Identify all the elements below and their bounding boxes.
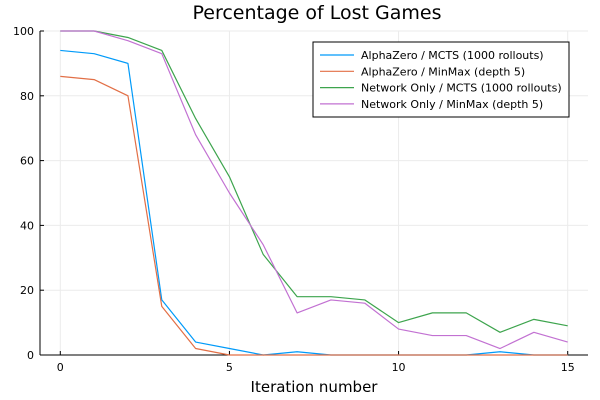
y-tick-label: 40 <box>20 219 34 232</box>
series-line-3 <box>60 30 568 333</box>
tick-labels: 0 5 10 15 0 20 40 60 80 100 <box>13 25 575 374</box>
x-tick-label: 5 <box>226 361 233 374</box>
legend-entry-4: Network Only / MinMax (depth 5) <box>361 98 543 111</box>
y-tick-label: 80 <box>20 90 34 103</box>
legend-entry-2: AlphaZero / MinMax (depth 5) <box>361 65 525 78</box>
legend-entry-3: Network Only / MCTS (1000 rollouts) <box>361 82 562 95</box>
legend: AlphaZero / MCTS (1000 rollouts) AlphaZer… <box>312 41 570 118</box>
series-line-2 <box>60 75 568 356</box>
y-tick-label: 20 <box>20 284 34 297</box>
x-tick-label: 15 <box>561 361 575 374</box>
x-tick-label: 10 <box>392 361 406 374</box>
legend-box <box>312 41 570 118</box>
chart-title: Percentage of Lost Games <box>192 2 441 24</box>
x-tick-label: 0 <box>57 361 64 374</box>
series-line-1 <box>60 49 568 356</box>
series-line-4 <box>60 30 568 350</box>
legend-entry-1: AlphaZero / MCTS (1000 rollouts) <box>361 49 544 62</box>
y-tick-label: 60 <box>20 155 34 168</box>
series-lines <box>60 30 568 356</box>
y-tick-label: 100 <box>13 25 34 38</box>
y-tick-label: 0 <box>27 349 34 362</box>
x-axis-label: Iteration number <box>251 378 379 396</box>
